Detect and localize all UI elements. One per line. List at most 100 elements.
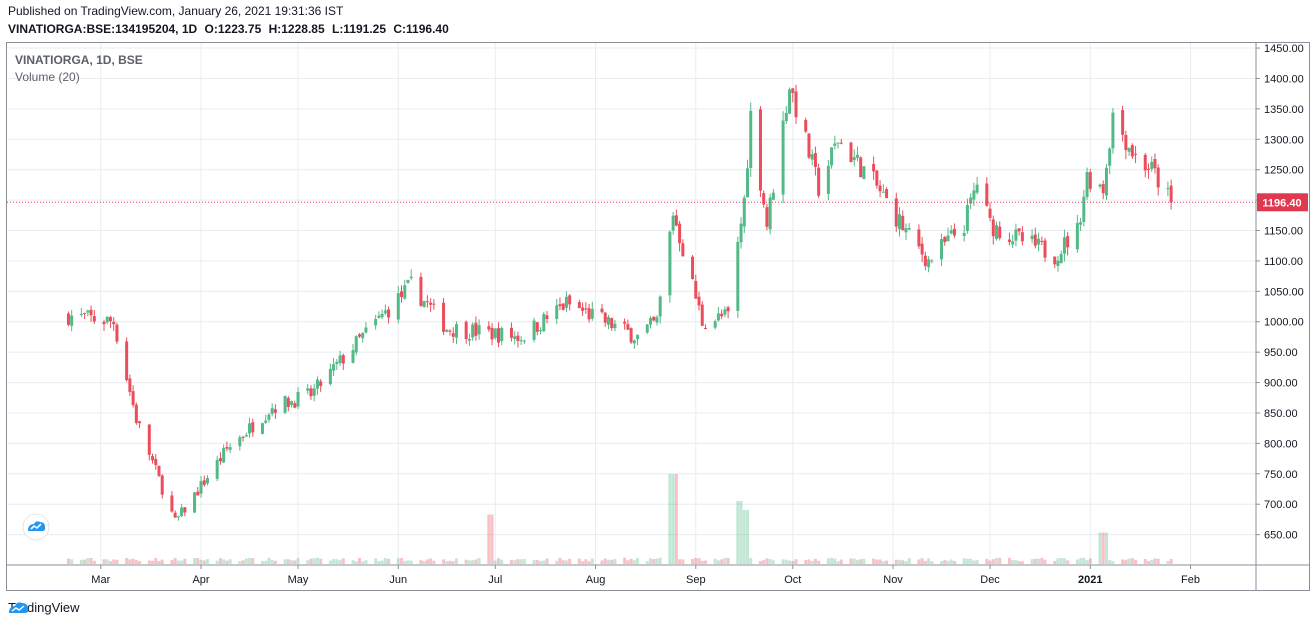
candle-body [603,312,607,323]
volume-bar [205,559,209,564]
volume-bar [105,559,109,564]
candle-body [623,321,627,324]
time-tick-label: Oct [784,574,801,586]
candle-body [629,328,633,343]
volume-bar [1007,557,1011,564]
volume-bar [532,559,536,564]
candle-body [509,327,513,338]
volume-bar [151,560,155,564]
candle-body [170,495,174,512]
price-tick-label: 850.00 [1264,408,1298,420]
volume-bar [995,557,999,564]
volume-bar [134,559,138,564]
volume-bar [467,560,471,564]
volume-bar [681,559,685,564]
candle-body [716,313,720,321]
candlestick-chart[interactable]: 650.00 700.00 750.00 800.00 850.00 900.00 950.… [7,43,1309,590]
chart-frame[interactable]: 650.00 700.00 750.00 800.00 850.00 900.00 950.… [6,42,1310,591]
candle-body [131,391,135,406]
candle-body [151,456,155,461]
volume-bar [309,558,313,564]
candle-body [354,336,358,353]
volume-bar [319,558,323,564]
candle-body [1143,154,1147,171]
volume-bar [409,560,413,564]
volume-bar [354,561,358,564]
volume-bar [742,510,746,564]
volume-bar [1066,560,1070,564]
volume-bar [332,559,336,564]
volume-bar [1082,557,1086,564]
candle-body [1053,256,1057,265]
candle-body [351,350,355,363]
volume-bar [927,558,931,564]
volume-bar [112,559,116,564]
volume-bar [1108,559,1112,564]
volume-bar [629,558,633,564]
candle-body [894,198,898,227]
volume-bar [522,559,526,564]
candle-body [930,260,934,262]
candle-body [943,237,947,243]
volume-bar [584,559,588,564]
volume-bar [1111,561,1115,564]
candle-body [636,334,640,340]
volume-bar [577,558,581,564]
volume-bar [215,560,219,564]
volume-bar [985,558,989,564]
volume-bar [387,558,391,564]
volume-bar [131,558,135,564]
volume-bar [448,560,452,564]
candle-body [1101,184,1105,194]
volume-bar [125,558,129,564]
volume-bar [102,559,106,564]
ohlc-line: VINATIORGA:BSE:134195204, 1D O:1223.75 H… [8,22,453,36]
volume-bar [852,558,856,564]
candle-body [907,228,911,230]
volume-bar [419,560,423,564]
volume-bar [807,559,811,564]
volume-bar [92,560,96,564]
volume-bar [649,558,653,564]
volume-bar [1075,559,1079,564]
candle-body [115,324,119,342]
candle-body [374,318,378,326]
time-tick-label: Jun [389,574,407,586]
candle-body [338,355,342,364]
candle-body [881,191,885,193]
volume-bar [836,561,840,564]
candle-body [364,327,368,333]
candle-body [810,154,814,160]
volume-bar [917,559,921,564]
candle-body [493,328,497,338]
candle-body [1146,168,1150,170]
candle-body [396,293,400,320]
candle-body [1156,167,1160,188]
series-legend[interactable]: VINATIORGA, 1D, BSE [15,53,143,67]
volume-bar [260,560,264,564]
volume-bar [998,557,1002,564]
volume-bar [66,558,70,564]
tradingview-footer[interactable]: TradingView [8,600,80,615]
volume-bar [377,561,381,564]
volume-bar [713,558,717,564]
candle-body [985,183,989,206]
volume-bar [1043,559,1047,564]
volume-bar [1059,558,1063,564]
volume-bar [1053,560,1057,564]
candle-body [568,295,572,305]
volume-bar [894,559,898,564]
volume-bar [771,560,775,564]
candle-body [606,317,610,325]
volume-bar [228,559,232,564]
volume-bar [1062,558,1066,564]
candle-body [519,340,523,342]
volume-bar [603,558,607,564]
candle-body [768,197,772,230]
candle-body [697,296,701,306]
candle-body [962,232,966,236]
candle-body [490,327,494,340]
volume-bar [885,560,889,564]
volume-bar [975,559,979,564]
volume-legend[interactable]: Volume (20) [15,70,80,84]
